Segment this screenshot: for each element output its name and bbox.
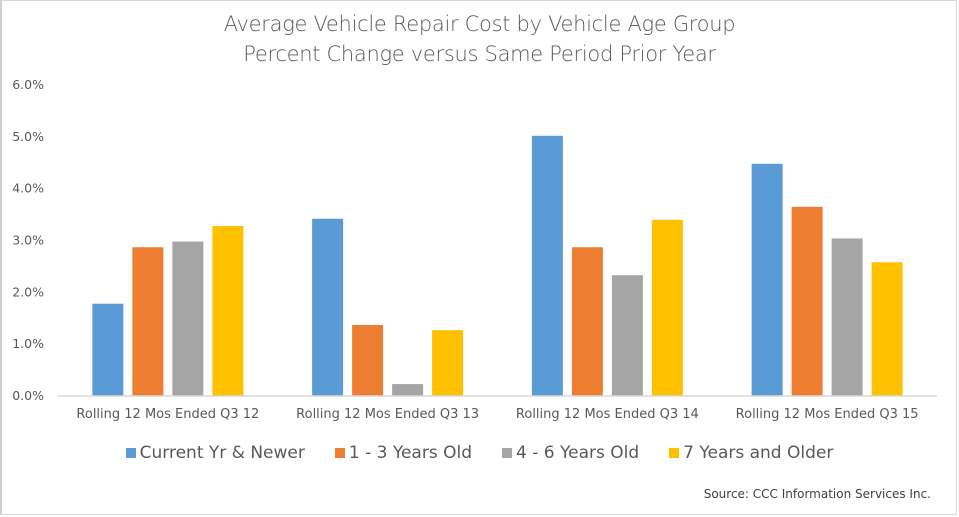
legend-item: Current Yr & Newer bbox=[125, 443, 305, 463]
y-tick-label: 5.0% bbox=[12, 129, 44, 144]
bar bbox=[212, 225, 244, 396]
bars bbox=[92, 135, 903, 396]
y-tick-label: 1.0% bbox=[12, 336, 44, 351]
source-annotation: Source: CCC Information Services Inc. bbox=[703, 487, 931, 501]
bar bbox=[392, 384, 424, 396]
legend-swatch bbox=[669, 448, 680, 458]
bar bbox=[312, 218, 344, 396]
x-tick-label: Rolling 12 Mos Ended Q3 12 bbox=[76, 407, 259, 422]
y-tick-label: 0.0% bbox=[12, 388, 44, 403]
legend-item: 7 Years and Older bbox=[669, 443, 833, 463]
legend-swatch bbox=[502, 448, 512, 458]
legend-label: 1 - 3 Years Old bbox=[348, 443, 472, 463]
legend-label: 7 Years and Older bbox=[683, 443, 834, 463]
bar bbox=[432, 330, 464, 396]
x-axis: Rolling 12 Mos Ended Q3 12 Rolling 12 Mos… bbox=[76, 407, 918, 422]
legend-item: 4 - 6 Years Old bbox=[502, 443, 639, 463]
legend-label: Current Yr & Newer bbox=[139, 443, 305, 463]
y-tick-label: 4.0% bbox=[12, 181, 44, 196]
legend-swatch bbox=[125, 448, 136, 458]
bar bbox=[791, 206, 823, 396]
x-tick-label: Rolling 12 Mos Ended Q3 14 bbox=[516, 407, 699, 422]
bar bbox=[871, 262, 903, 396]
bar bbox=[172, 241, 204, 396]
legend-label: 4 - 6 Years Old bbox=[516, 443, 640, 463]
y-axis: 0.0% 1.0% 2.0% 3.0% 4.0% 5.0% 6.0% bbox=[12, 77, 44, 403]
bar bbox=[92, 303, 124, 396]
y-tick-label: 6.0% bbox=[12, 77, 44, 92]
bar bbox=[831, 238, 863, 396]
legend-item: 1 - 3 Years Old bbox=[334, 443, 472, 463]
x-tick-label: Rolling 12 Mos Ended Q3 13 bbox=[296, 407, 479, 422]
chart-title: Average Vehicle Repair Cost by Vehicle A… bbox=[223, 12, 736, 36]
bar bbox=[352, 324, 384, 396]
bar bbox=[751, 163, 783, 396]
y-tick-label: 3.0% bbox=[12, 233, 44, 248]
bar bbox=[611, 275, 643, 396]
chart-subtitle: Percent Change versus Same Period Prior … bbox=[243, 42, 716, 66]
bar bbox=[571, 247, 603, 396]
legend-swatch bbox=[334, 448, 345, 458]
bar bbox=[651, 219, 683, 396]
bar bbox=[132, 247, 164, 396]
legend: Current Yr & Newer 1 - 3 Years Old 4 - 6 Y… bbox=[0, 443, 959, 463]
bar bbox=[531, 135, 563, 396]
x-tick-label: Rolling 12 Mos Ended Q3 15 bbox=[736, 407, 919, 422]
y-tick-label: 2.0% bbox=[12, 284, 44, 299]
